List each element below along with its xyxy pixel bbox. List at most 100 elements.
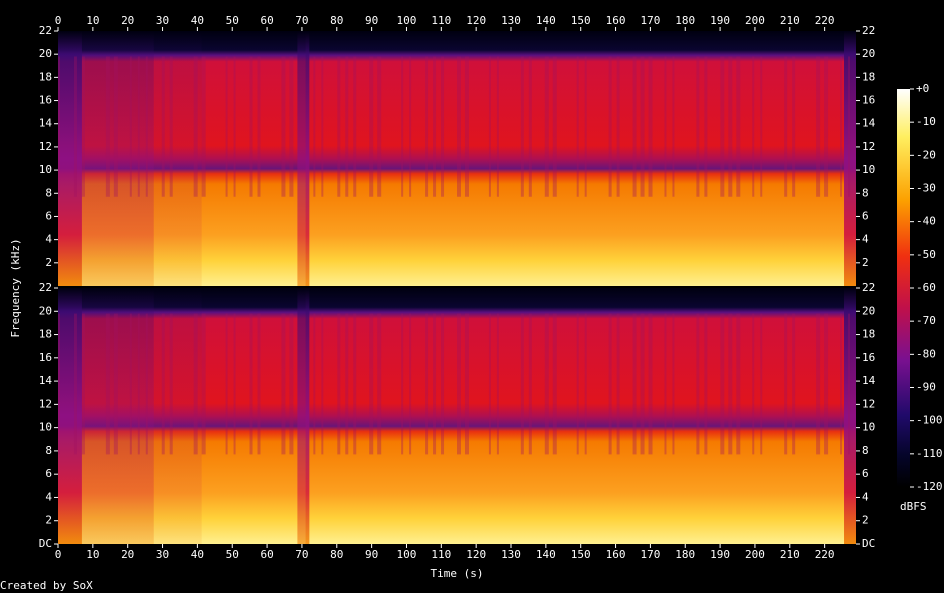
striation bbox=[105, 313, 110, 455]
y-tick-label-right: 14 bbox=[862, 117, 876, 130]
y-tick-label: 8 bbox=[45, 444, 52, 457]
striation bbox=[249, 313, 253, 455]
striation bbox=[289, 313, 294, 455]
y-tick-label: 2 bbox=[45, 514, 52, 527]
striation bbox=[696, 56, 700, 197]
y-tick-label: 2 bbox=[45, 256, 52, 269]
striation bbox=[584, 313, 587, 455]
x-tick-label: 140 bbox=[536, 548, 556, 561]
colorbar-tick-label: -50 bbox=[916, 248, 936, 261]
y-tick-label-right: 14 bbox=[862, 374, 876, 387]
striation bbox=[720, 313, 725, 455]
x-tick-label: 70 bbox=[295, 548, 308, 561]
colorbar-tick-label: -120 bbox=[916, 480, 943, 493]
x-tick-label: 80 bbox=[330, 548, 343, 561]
striation bbox=[640, 56, 645, 197]
striation bbox=[137, 56, 140, 197]
x-tick-label: 130 bbox=[501, 548, 521, 561]
striation bbox=[193, 313, 198, 455]
quiet-region bbox=[844, 31, 856, 286]
striation bbox=[225, 313, 228, 455]
striation bbox=[353, 56, 357, 197]
y-tick-label-right: 12 bbox=[862, 140, 875, 153]
striation bbox=[840, 313, 843, 455]
x-tick-label-top: 110 bbox=[431, 14, 451, 27]
y-tick-label: 4 bbox=[45, 233, 52, 246]
striation bbox=[464, 313, 469, 455]
colorbar-tick-label: -110 bbox=[916, 447, 943, 460]
colorbar-tick-label: -20 bbox=[916, 148, 936, 161]
striation bbox=[409, 313, 412, 455]
striation bbox=[496, 313, 499, 455]
y-tick-label: 10 bbox=[39, 163, 52, 176]
striation bbox=[145, 56, 148, 197]
striation bbox=[353, 313, 357, 455]
striation bbox=[73, 56, 77, 197]
striation bbox=[161, 56, 165, 197]
quiet-region bbox=[297, 31, 306, 286]
striation bbox=[81, 56, 85, 197]
striation bbox=[193, 56, 198, 197]
striation bbox=[337, 56, 341, 197]
striation bbox=[552, 56, 557, 197]
colorbar-tick-label: -10 bbox=[916, 115, 936, 128]
y-tick-label: 6 bbox=[45, 467, 52, 480]
striation bbox=[792, 56, 796, 197]
quiet-region bbox=[153, 288, 202, 544]
striation bbox=[488, 56, 491, 197]
y-tick-label-right: 12 bbox=[862, 397, 875, 410]
quiet-region bbox=[305, 31, 310, 286]
colorbar-tick-label: -70 bbox=[916, 314, 936, 327]
x-tick-label-top: 150 bbox=[571, 14, 591, 27]
x-tick-label: 110 bbox=[431, 548, 451, 561]
x-tick-label: 150 bbox=[571, 548, 591, 561]
x-tick-label: 180 bbox=[675, 548, 695, 561]
x-tick-label: 210 bbox=[780, 548, 800, 561]
y-tick-label: 8 bbox=[45, 186, 52, 199]
x-tick-label: 100 bbox=[397, 548, 417, 561]
striation bbox=[576, 56, 579, 197]
y-tick-label-right: 20 bbox=[862, 304, 875, 317]
x-tick-label: 90 bbox=[365, 548, 378, 561]
y-tick-label: 12 bbox=[39, 397, 52, 410]
striation bbox=[728, 313, 733, 455]
striation bbox=[145, 313, 148, 455]
striation bbox=[816, 313, 821, 455]
striation bbox=[425, 56, 429, 197]
striation bbox=[824, 313, 829, 455]
striation bbox=[369, 313, 374, 455]
y-tick-label: 12 bbox=[39, 140, 52, 153]
y-tick-label-right: 10 bbox=[862, 421, 875, 434]
x-tick-label-top: 170 bbox=[640, 14, 660, 27]
striation bbox=[249, 56, 253, 197]
y-tick-label: 10 bbox=[39, 421, 52, 434]
x-tick-label-top: 30 bbox=[156, 14, 169, 27]
striation bbox=[520, 313, 524, 455]
striation bbox=[720, 56, 725, 197]
striation bbox=[528, 56, 532, 197]
striation bbox=[169, 56, 173, 197]
striation bbox=[345, 313, 349, 455]
striation bbox=[616, 56, 620, 197]
striation bbox=[704, 313, 708, 455]
striation bbox=[129, 56, 132, 197]
striation bbox=[464, 56, 469, 197]
striation bbox=[816, 56, 821, 197]
striation bbox=[784, 313, 788, 455]
striation bbox=[576, 313, 579, 455]
striation bbox=[169, 313, 173, 455]
striation bbox=[433, 313, 437, 455]
striation bbox=[281, 56, 286, 197]
x-axis-label: Time (s) bbox=[431, 567, 484, 580]
x-tick-label: 30 bbox=[156, 548, 169, 561]
striation bbox=[696, 313, 700, 455]
x-tick-label: 120 bbox=[466, 548, 486, 561]
striation bbox=[608, 313, 612, 455]
x-tick-label-top: 180 bbox=[675, 14, 695, 27]
striation bbox=[457, 313, 461, 455]
x-tick-label: 10 bbox=[86, 548, 99, 561]
striation bbox=[672, 56, 675, 197]
x-tick-label: 200 bbox=[745, 548, 765, 561]
x-tick-label: 0 bbox=[55, 548, 62, 561]
